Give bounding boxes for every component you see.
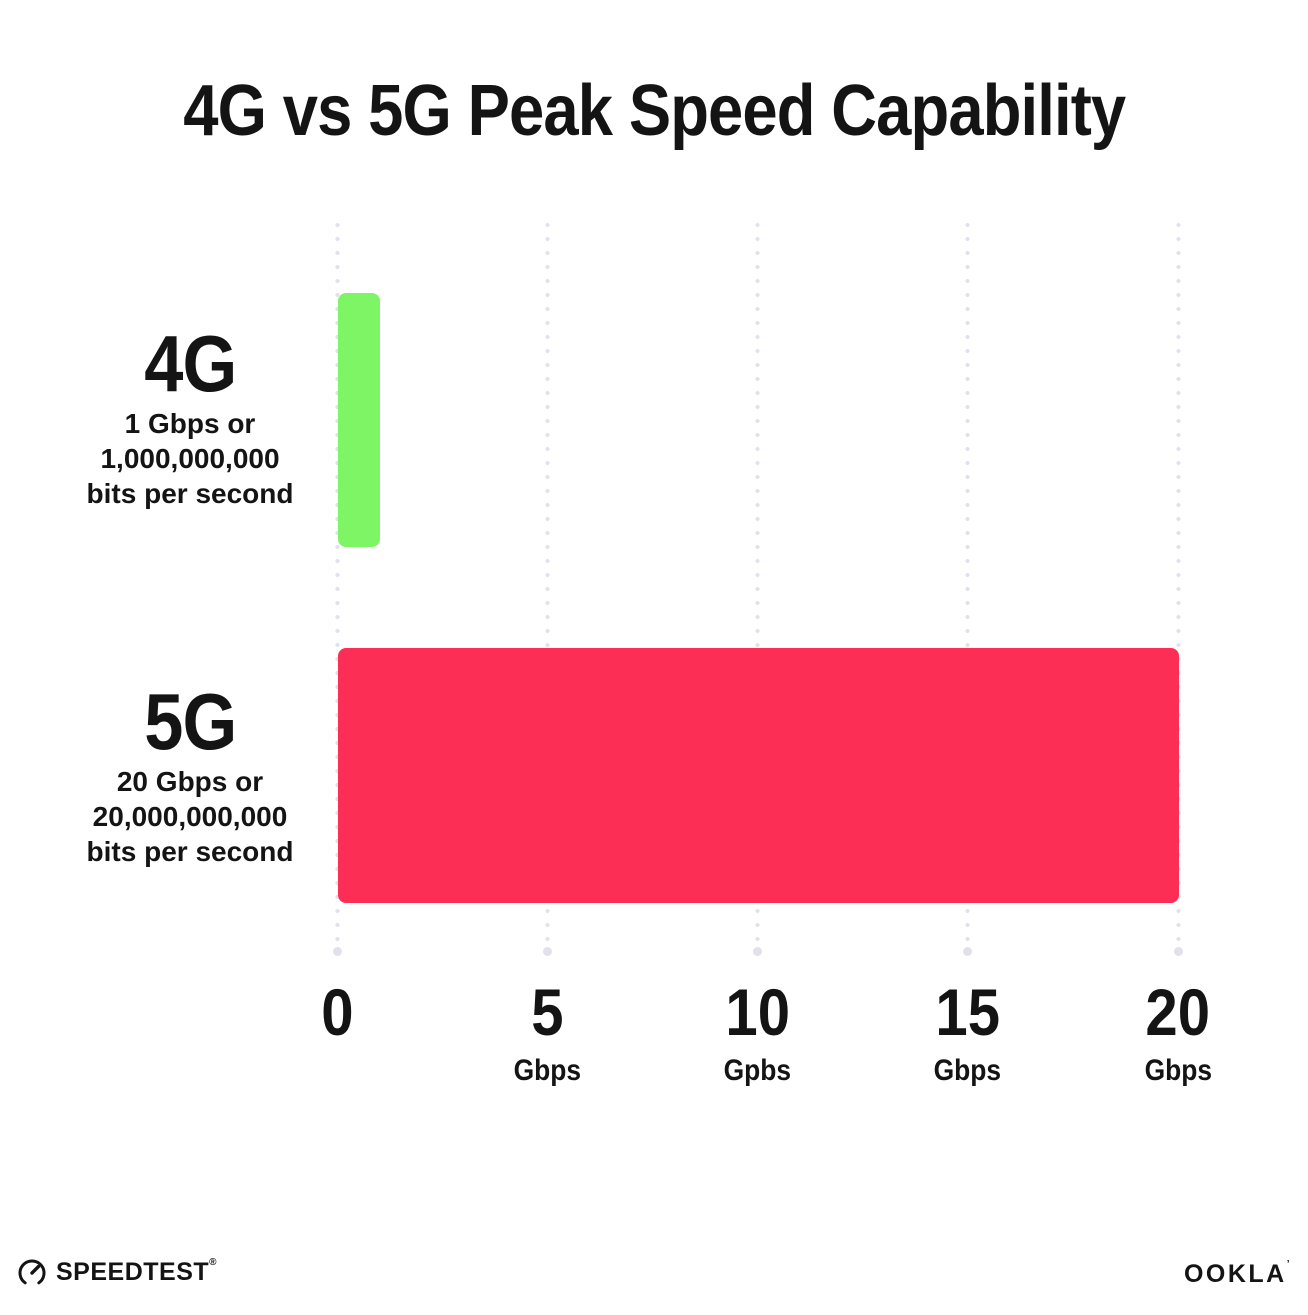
bar-4g [338, 293, 381, 547]
category-name-4g: 4G [30, 322, 350, 406]
category-sublabel-line-1: 20 Gbps or [116, 766, 264, 797]
x-tick-unit-text: Gbps [513, 1054, 581, 1087]
gridline-10 [755, 218, 760, 944]
x-tick-value: 10 [725, 975, 790, 1049]
speedtest-gauge-icon [16, 1256, 48, 1288]
category-name-5g: 5G [30, 680, 350, 764]
speedtest-trademark-mark: ® [209, 1256, 218, 1268]
x-tick-value: 0 [320, 975, 354, 1049]
speedtest-wordmark: SPEEDTEST® [56, 1256, 218, 1286]
category-sublabel-line-1: 1 Gbps or [124, 408, 256, 439]
x-tick-unit-15: Gbps [878, 1054, 1058, 1088]
x-tick-unit-5: Gbps [457, 1054, 637, 1088]
page-title-text: 4G vs 5G Peak Speed Capability [182, 71, 1126, 152]
category-name-text: 5G [143, 677, 237, 766]
gridline-end-dot-20 [1173, 947, 1183, 956]
x-tick-unit-10: Gpbs [668, 1054, 848, 1088]
gridline-15 [965, 218, 971, 944]
category-name-text: 4G [143, 319, 237, 408]
page-title: 4G vs 5G Peak Speed Capability [0, 72, 1308, 150]
category-label-5g: 5G 20 Gbps or 20,000,000,000 bits per secon… [30, 680, 350, 869]
x-tick-value: 20 [1145, 975, 1211, 1049]
x-tick-label-10: 10 [668, 976, 848, 1048]
gridline-end-dot-10 [753, 947, 762, 956]
x-tick-label-20: 20 [1088, 976, 1268, 1048]
gridline-end-dot-5 [542, 947, 552, 956]
x-tick-label-15: 15 [878, 976, 1058, 1048]
ookla-logo: OOKLA’ [1184, 1260, 1292, 1289]
category-sublabel-line-3: bits per second [86, 836, 294, 867]
ookla-trademark-mark: ’ [1286, 1259, 1292, 1270]
x-tick-value: 5 [531, 975, 564, 1049]
x-tick-unit-20: Gbps [1088, 1054, 1268, 1088]
category-sublabel-line-2: 20,000,000,000 [92, 801, 288, 832]
x-tick-label-0: 0 [247, 976, 427, 1048]
x-tick-label-5: 5 [457, 976, 637, 1048]
x-tick-value: 15 [935, 975, 1001, 1049]
gridline-20 [1175, 218, 1181, 944]
gridline-5 [544, 218, 550, 944]
gridline-0 [334, 218, 340, 944]
category-sublabel-line-3: bits per second [86, 478, 294, 509]
x-tick-unit-text: Gpbs [723, 1054, 792, 1087]
ookla-wordmark: OOKLA [1183, 1260, 1287, 1288]
gridline-end-dot-0 [332, 947, 342, 956]
x-tick-unit-text: Gbps [1144, 1054, 1212, 1087]
category-sublabel-line-2: 1,000,000,000 [100, 443, 280, 474]
gridline-end-dot-15 [963, 947, 973, 956]
bar-5g [338, 648, 1179, 903]
category-label-4g: 4G 1 Gbps or 1,000,000,000 bits per second [30, 322, 350, 511]
speedtest-logo: SPEEDTEST® [16, 1256, 217, 1288]
x-tick-unit-text: Gbps [934, 1054, 1002, 1087]
